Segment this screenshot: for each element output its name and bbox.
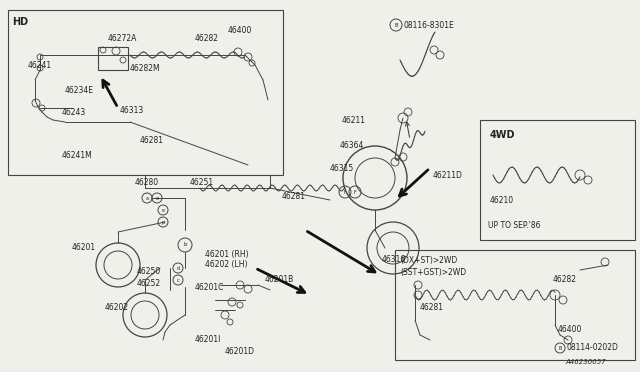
Text: a: a	[145, 196, 148, 201]
Bar	[8, 10, 283, 175]
Text: p: p	[161, 219, 164, 224]
Text: A46230057: A46230057	[565, 359, 605, 365]
Text: 46211D: 46211D	[433, 170, 463, 180]
Text: 46315: 46315	[330, 164, 355, 173]
Text: d: d	[177, 266, 180, 270]
Text: e: e	[156, 196, 159, 201]
Text: 46243: 46243	[62, 108, 86, 116]
Text: 08114-0202D: 08114-0202D	[567, 343, 619, 353]
Text: 46202: 46202	[105, 304, 129, 312]
Text: 46201B: 46201B	[265, 276, 294, 285]
Text: (SST+GST)>2WD: (SST+GST)>2WD	[400, 267, 466, 276]
Text: 46241: 46241	[28, 61, 52, 70]
Text: e: e	[161, 208, 164, 212]
Text: 46280: 46280	[135, 177, 159, 186]
Text: 46281: 46281	[282, 192, 306, 201]
Text: 46316: 46316	[382, 256, 406, 264]
Text: HD: HD	[12, 17, 28, 27]
Text: 46400: 46400	[228, 26, 252, 35]
Text: 46241M: 46241M	[62, 151, 93, 160]
Text: (DX+ST)>2WD: (DX+ST)>2WD	[400, 256, 457, 264]
Text: 08116-8301E: 08116-8301E	[404, 20, 455, 29]
Text: 46210: 46210	[490, 196, 514, 205]
Text: 46234E: 46234E	[65, 86, 94, 94]
Bar	[480, 120, 635, 240]
Text: B: B	[394, 22, 398, 28]
Text: B: B	[558, 346, 562, 350]
Text: 46250: 46250	[137, 267, 161, 276]
Text: 46252: 46252	[137, 279, 161, 288]
Text: c: c	[177, 278, 179, 282]
Text: 46211: 46211	[342, 115, 366, 125]
Text: 46281: 46281	[140, 135, 164, 144]
Text: 46313: 46313	[120, 106, 144, 115]
Text: 46251: 46251	[190, 177, 214, 186]
Text: 46201D: 46201D	[225, 347, 255, 356]
Text: b: b	[183, 243, 187, 247]
Text: 46400: 46400	[558, 326, 582, 334]
Bar	[395, 250, 635, 360]
Bar	[98, 47, 128, 70]
Text: 46202 (LH): 46202 (LH)	[205, 260, 248, 269]
Text: 46281: 46281	[420, 304, 444, 312]
Text: 46201I: 46201I	[195, 336, 221, 344]
Text: 46282: 46282	[553, 276, 577, 285]
Text: 46282: 46282	[195, 33, 219, 42]
Text: F: F	[354, 189, 356, 195]
Text: 4WD: 4WD	[490, 130, 515, 140]
Text: 46201C: 46201C	[195, 283, 225, 292]
Text: 46201: 46201	[72, 244, 96, 253]
Text: 46282M: 46282M	[130, 64, 161, 73]
Text: 46201 (RH): 46201 (RH)	[205, 250, 248, 260]
Text: f: f	[344, 189, 346, 195]
Text: 46272A: 46272A	[108, 33, 138, 42]
Text: UP TO SEP.'86: UP TO SEP.'86	[488, 221, 541, 230]
Text: 46364: 46364	[340, 141, 364, 150]
